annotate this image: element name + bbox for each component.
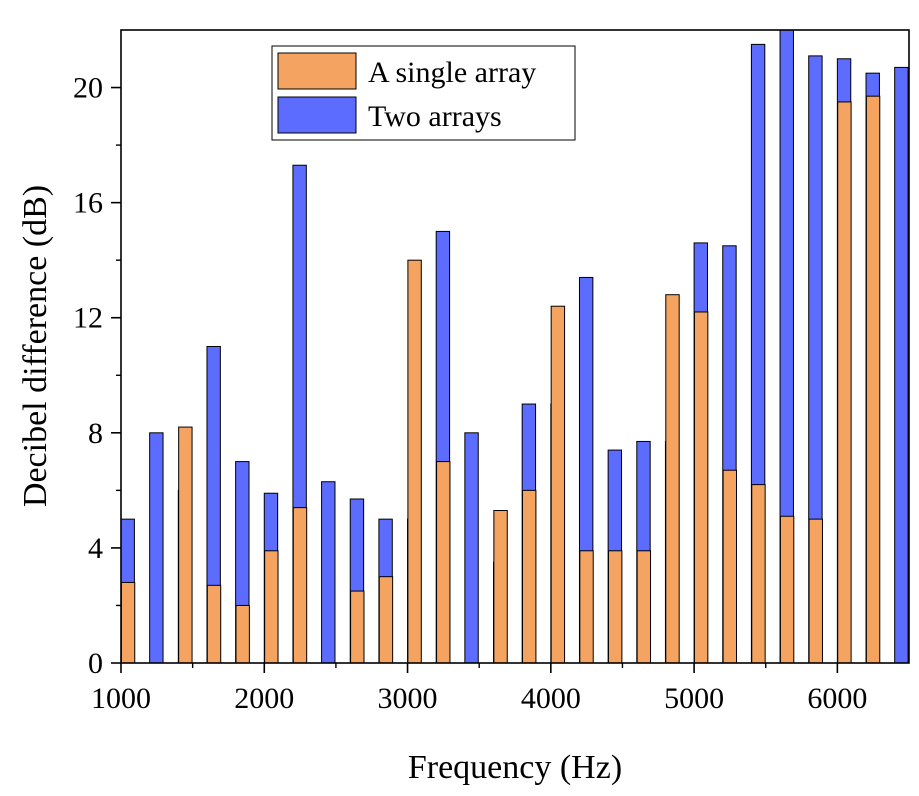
- bar-two-arrays: [149, 432, 164, 663]
- legend-swatch: [277, 52, 357, 90]
- bars-layer: [121, 30, 909, 663]
- bar-single-array: [121, 581, 136, 663]
- bar-single-array: [808, 518, 823, 663]
- bar-single-array: [407, 259, 422, 663]
- x-tick-label: 5000: [664, 682, 724, 715]
- bar-two-arrays: [464, 432, 479, 663]
- legend-swatch: [277, 96, 357, 134]
- y-tick-label: 8: [88, 417, 103, 450]
- bar-single-array: [779, 515, 795, 663]
- bar-single-array: [693, 311, 709, 663]
- bar-single-array: [235, 604, 250, 663]
- bar-single-array: [264, 550, 279, 663]
- y-tick-label: 20: [73, 72, 103, 105]
- legend: A single array Two arrays: [271, 45, 576, 141]
- bar-single-array: [837, 101, 852, 663]
- bar-single-array: [493, 510, 508, 663]
- bar-single-array: [550, 305, 566, 663]
- bar-single-array: [522, 489, 537, 663]
- bar-two-arrays: [894, 66, 909, 663]
- y-tick-label: 16: [73, 187, 103, 220]
- bars-group: [121, 30, 909, 663]
- bar-single-array: [436, 461, 451, 663]
- y-tick-label: 12: [73, 302, 103, 335]
- bar-two-arrays: [779, 30, 794, 663]
- bar-single-array: [350, 590, 365, 663]
- bar-single-array: [579, 550, 594, 663]
- x-tick-label: 6000: [807, 682, 867, 715]
- bar-single-array: [865, 95, 881, 663]
- legend-label: Two arrays: [368, 100, 502, 133]
- bar-two-arrays: [206, 346, 221, 663]
- legend-label: A single array: [368, 56, 536, 89]
- plot-frame: [120, 29, 910, 664]
- bar-single-array: [722, 469, 737, 663]
- x-tick-label: 3000: [378, 682, 438, 715]
- bar-two-arrays: [808, 55, 823, 663]
- x-tick-label: 4000: [521, 682, 581, 715]
- bar-two-arrays: [321, 481, 336, 663]
- bar-single-array: [607, 550, 623, 663]
- bar-single-array: [178, 426, 193, 663]
- y-axis-title: Decibel difference (dB): [17, 185, 54, 507]
- x-axis-title: Frequency (Hz): [408, 749, 622, 786]
- axes-layer: 0 4 8 12 16 20 1000 2000 3000 4000 5000 6000: [73, 29, 910, 715]
- y-tick-label: 4: [88, 532, 103, 565]
- bar-single-array: [292, 507, 308, 663]
- bar-single-array: [665, 294, 680, 663]
- bar-single-array: [636, 550, 652, 663]
- y-tick-label: 0: [88, 647, 103, 680]
- x-tick-label: 1000: [91, 682, 151, 715]
- x-tick-label: 2000: [234, 682, 294, 715]
- bar-single-array: [378, 576, 394, 663]
- bar-single-array: [751, 484, 766, 663]
- bar-single-array: [206, 584, 222, 663]
